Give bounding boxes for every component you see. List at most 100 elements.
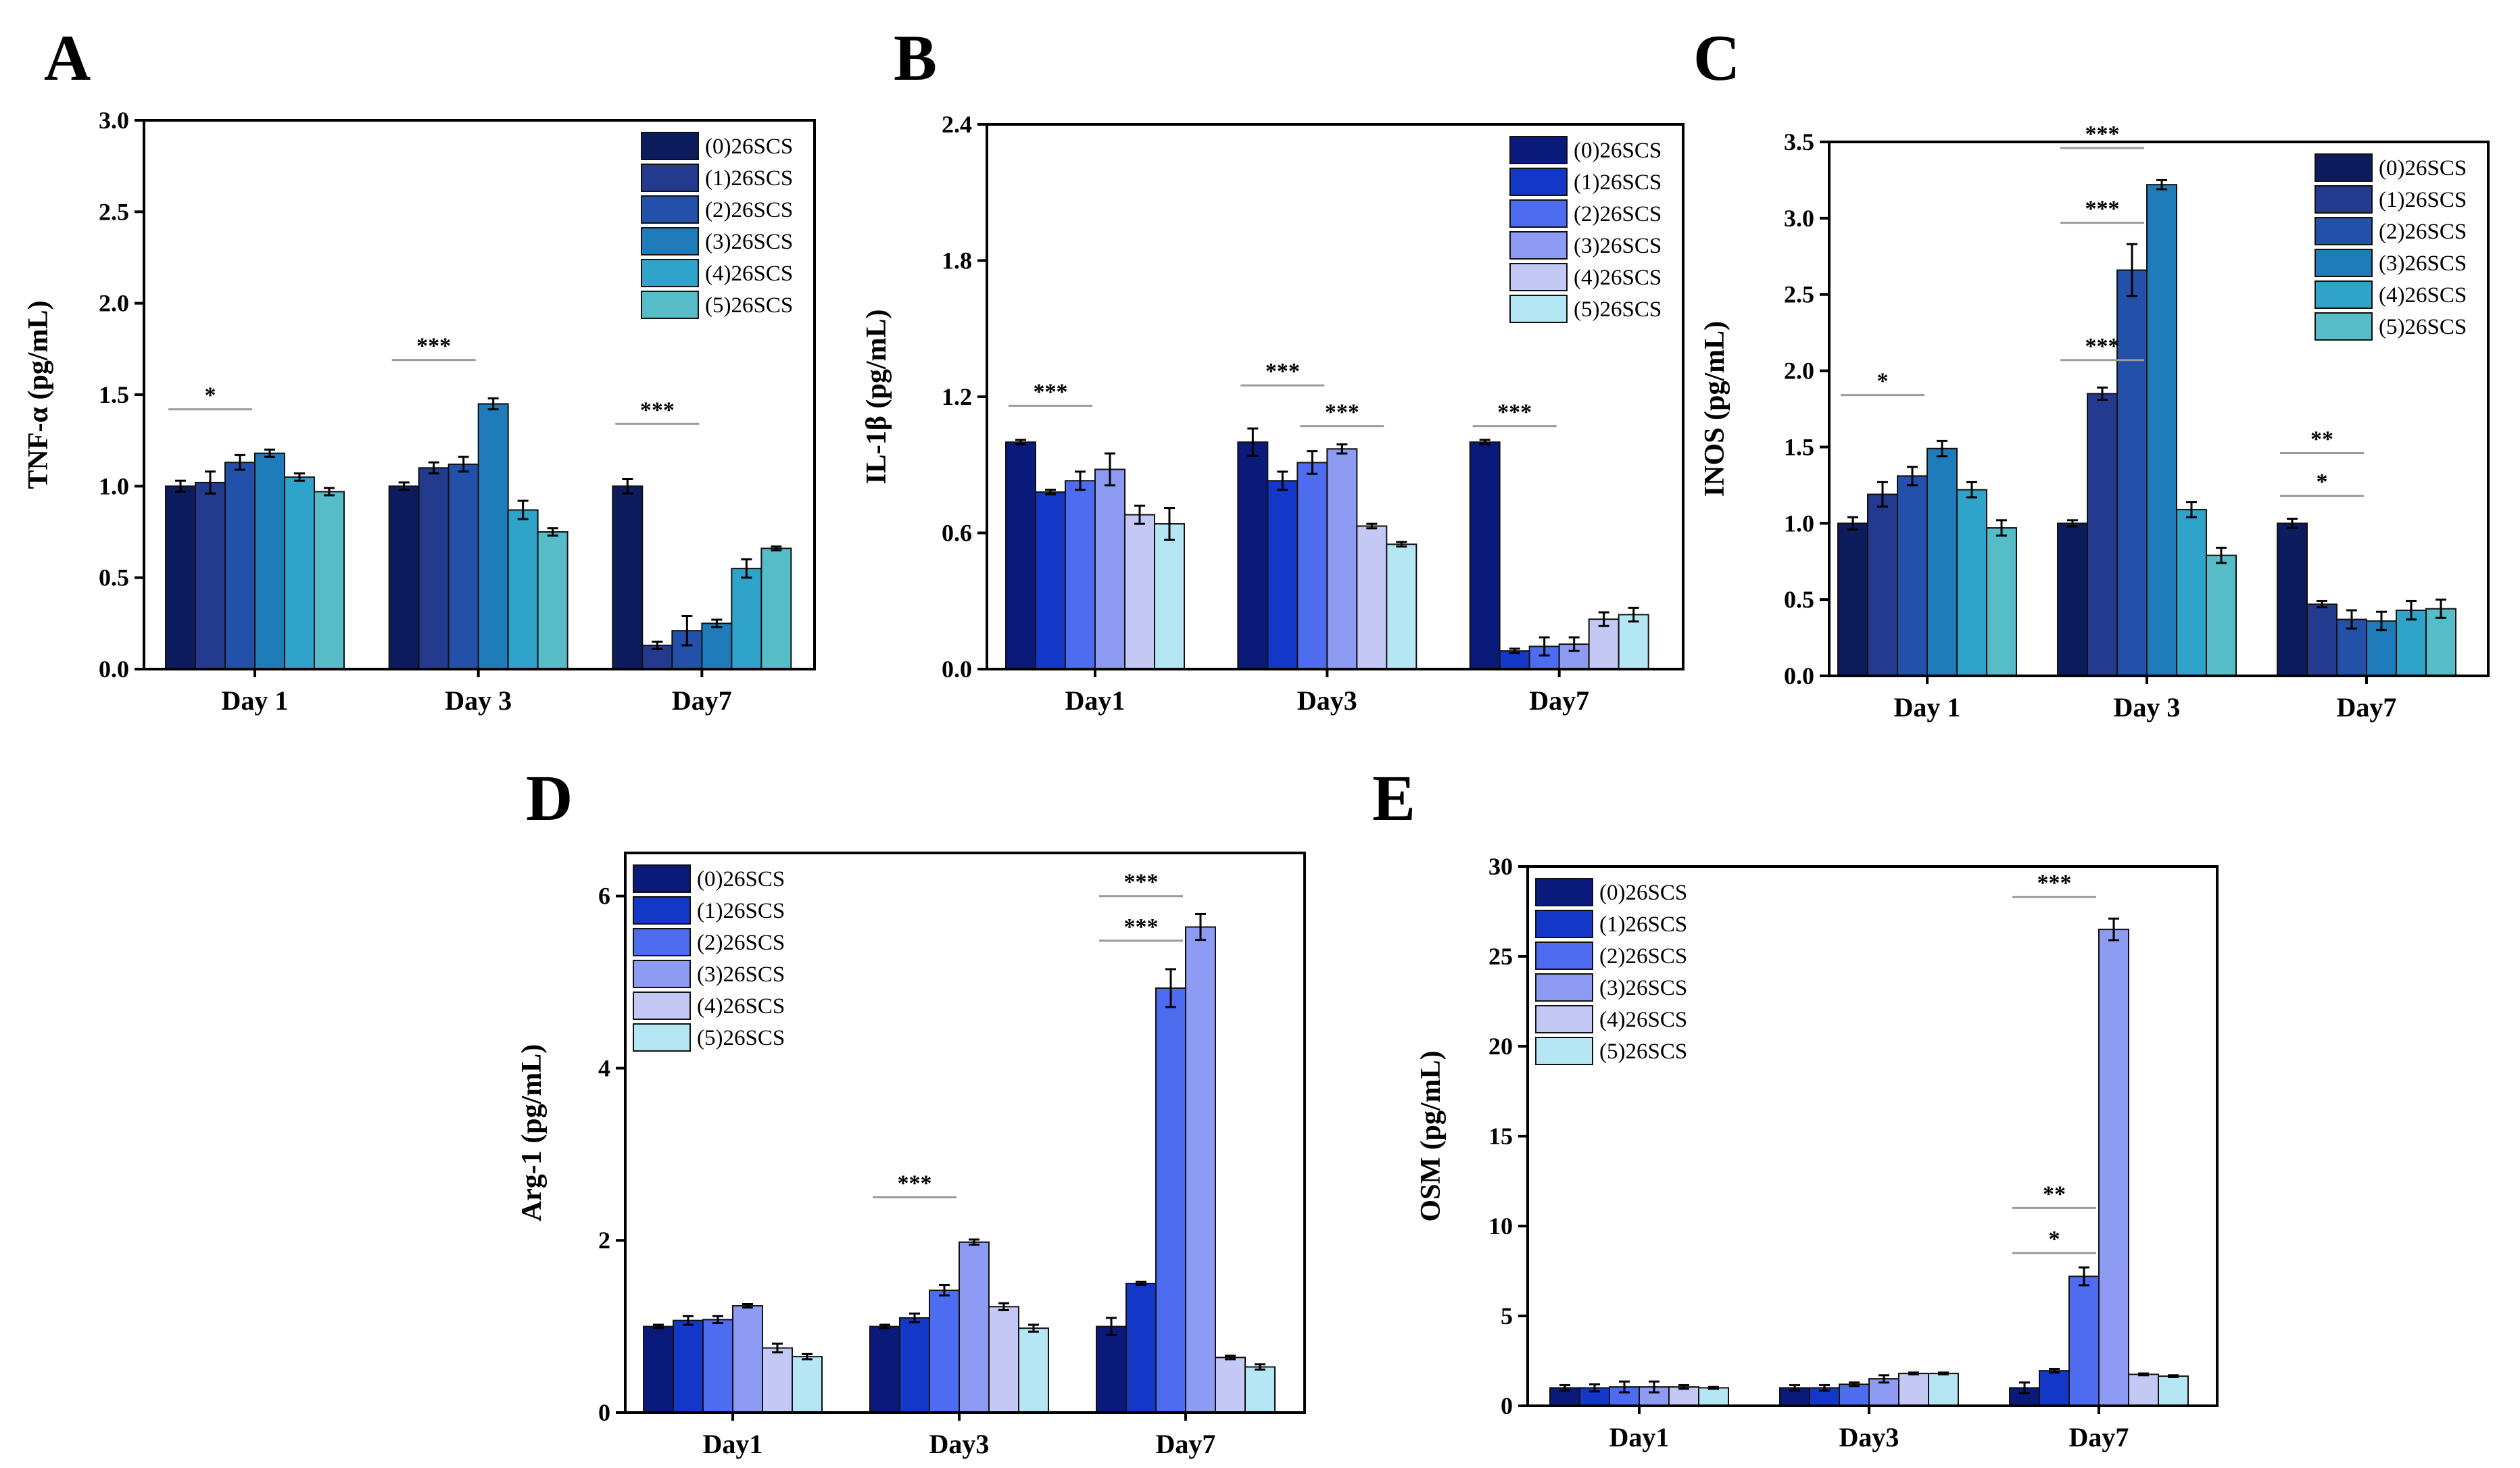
legend-swatch [633,960,691,988]
error-bar [683,1315,694,1326]
error-bar [1366,522,1378,530]
legend-swatch [2315,312,2373,341]
y-tick-label: 3.5 [1784,128,1814,155]
legend-swatch [641,259,699,287]
legend-label: (3)26SCS [697,962,785,987]
plot-frame [624,852,1306,1414]
x-category-label: Day 1 [222,685,289,716]
y-tick-label: 0.6 [942,520,972,547]
legend-label: (1)26SCS [705,166,793,191]
error-bar [1708,1386,1719,1390]
bar [1898,1373,1929,1406]
x-category-label: Day3 [1839,1422,1899,1452]
error-bar [2186,501,2197,518]
bar [1956,489,1987,677]
error-bar [517,499,529,520]
y-axis-title: Arg-1 (pg/mL) [516,1044,548,1221]
error-bar [1589,1383,1600,1393]
bar [2277,522,2308,677]
error-bar [2406,600,2417,620]
error-bar [2067,519,2078,528]
bar [673,1319,704,1414]
x-category-label: Day7 [2069,1422,2129,1452]
significance-label: ** [2043,1181,2066,1206]
bar [1837,522,1868,677]
error-bar [1106,1317,1117,1336]
y-tick-label: 1.5 [1784,433,1814,460]
y-tick-label: 6 [598,883,610,910]
x-category-label: Day3 [1297,685,1357,716]
significance-label: *** [2085,122,2120,147]
bar [1267,480,1299,670]
error-bar [909,1313,920,1323]
significance-label: * [2317,470,2328,495]
legend-swatch [633,928,691,956]
legend-label: (4)26SCS [1574,266,1662,290]
error-bar [428,461,439,474]
bar [1928,1373,1959,1406]
error-bar [1195,912,1206,941]
error-bar [1336,443,1348,455]
legend-label: (0)26SCS [705,134,793,159]
panel-a: A TNF-α (pg/mL) 0.0 0.5 1.0 1.5 2.0 2.5 3.0 Day 1… [23,22,816,716]
error-bar [1225,1354,1236,1361]
error-bar [1028,1323,1039,1333]
error-bar [772,1342,783,1354]
legend-swatch [1509,295,1568,323]
error-bar [1136,1280,1146,1286]
y-tick-label: 3.0 [1784,205,1814,232]
y-tick-label: 2.5 [1784,281,1814,308]
bar [1155,987,1186,1414]
y-tick-label: 25 [1488,943,1513,970]
significance-label: * [2049,1227,2060,1252]
y-tick-label: 1.0 [1784,510,1814,537]
x-category-label: Day 3 [445,685,512,716]
bar [1618,614,1649,670]
legend-label: (5)26SCS [2379,315,2467,339]
significance-label: *** [2085,197,2120,222]
error-bar [1396,541,1407,548]
legend-swatch [633,896,691,925]
bar [1154,523,1185,670]
error-bar [1996,519,2007,537]
error-bar [1628,606,1639,622]
bar [2158,1375,2189,1406]
legend-label: (4)26SCS [1599,1008,1687,1032]
error-bar [1649,1380,1659,1394]
legend-swatch [2315,280,2373,309]
y-tick-label: 30 [1488,853,1513,880]
bar [1215,1356,1246,1414]
legend-swatch [1535,1005,1593,1033]
error-bar [1105,452,1115,487]
x-category-label: Day1 [1065,685,1125,716]
significance-label: *** [1265,359,1300,384]
legend-swatch [2315,153,2373,182]
bar [254,452,285,670]
error-bar [939,1283,950,1297]
legend-label: (1)26SCS [2379,188,2467,212]
bar [165,485,196,670]
bar [1237,441,1269,670]
legend-label: (0)26SCS [1574,139,1662,163]
legend-swatch [1509,168,1568,196]
legend-label: (3)26SCS [1599,976,1687,1000]
error-bar [622,478,633,495]
bar [1356,525,1388,670]
error-bar [1819,1384,1830,1392]
bar [2039,1370,2070,1407]
bar [1839,1384,1870,1407]
legend-swatch [1535,973,1593,1002]
panel-letter: C [1693,22,1740,94]
legend-label: (2)26SCS [697,931,785,955]
significance-label: *** [640,397,675,422]
significance-label: *** [2085,334,2120,359]
bar [1005,441,1036,670]
error-bar [2376,610,2387,631]
error-bar [2216,546,2227,564]
bar [1779,1387,1810,1406]
bar [2098,929,2129,1406]
panel-letter: D [526,762,573,834]
legend-swatch [1509,231,1568,260]
error-bar [2079,1266,2089,1287]
